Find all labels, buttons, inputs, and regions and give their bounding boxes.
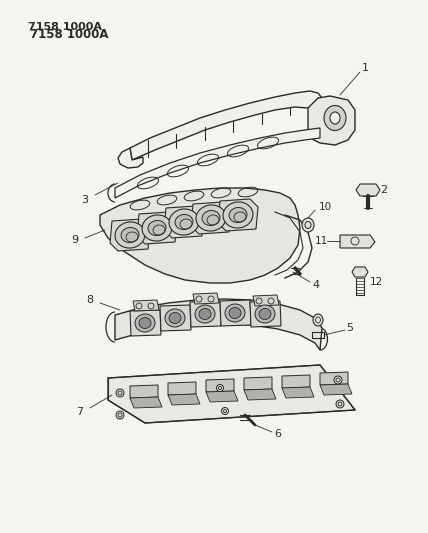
Polygon shape xyxy=(352,267,368,277)
Polygon shape xyxy=(130,385,158,398)
Polygon shape xyxy=(244,377,272,390)
Polygon shape xyxy=(191,202,231,234)
Text: 2: 2 xyxy=(380,185,388,195)
Polygon shape xyxy=(110,219,150,251)
Polygon shape xyxy=(133,300,159,311)
Polygon shape xyxy=(282,387,314,398)
Ellipse shape xyxy=(202,211,220,225)
Polygon shape xyxy=(356,184,380,196)
Polygon shape xyxy=(206,379,234,392)
Polygon shape xyxy=(193,293,219,304)
Text: 1: 1 xyxy=(362,63,369,73)
Ellipse shape xyxy=(334,376,342,384)
Ellipse shape xyxy=(121,228,139,243)
Polygon shape xyxy=(130,310,161,336)
Text: 8: 8 xyxy=(86,295,94,305)
Polygon shape xyxy=(320,384,352,395)
Ellipse shape xyxy=(255,305,275,323)
Text: 11: 11 xyxy=(315,236,327,246)
Polygon shape xyxy=(282,375,310,388)
Ellipse shape xyxy=(225,304,245,322)
Ellipse shape xyxy=(229,207,247,223)
Polygon shape xyxy=(164,206,204,238)
Polygon shape xyxy=(160,305,191,331)
Ellipse shape xyxy=(142,215,172,241)
Text: 7: 7 xyxy=(77,407,83,417)
Text: 3: 3 xyxy=(81,195,89,205)
Text: 7158 1000A: 7158 1000A xyxy=(30,28,109,41)
Text: 9: 9 xyxy=(71,235,79,245)
Polygon shape xyxy=(190,301,221,327)
Text: 12: 12 xyxy=(369,277,383,287)
Ellipse shape xyxy=(135,314,155,332)
Polygon shape xyxy=(168,382,196,395)
Ellipse shape xyxy=(116,411,124,419)
Ellipse shape xyxy=(165,309,185,327)
Polygon shape xyxy=(168,394,200,405)
Polygon shape xyxy=(118,148,143,168)
Ellipse shape xyxy=(196,205,226,231)
Ellipse shape xyxy=(259,309,271,319)
Ellipse shape xyxy=(139,318,151,328)
Ellipse shape xyxy=(115,222,145,248)
Polygon shape xyxy=(137,212,177,244)
Polygon shape xyxy=(244,389,276,400)
Ellipse shape xyxy=(169,209,199,235)
Text: 5: 5 xyxy=(347,323,354,333)
Polygon shape xyxy=(308,96,355,145)
Polygon shape xyxy=(340,235,375,248)
Polygon shape xyxy=(250,301,281,327)
Polygon shape xyxy=(130,397,162,408)
Ellipse shape xyxy=(175,214,193,230)
Polygon shape xyxy=(130,91,322,160)
Text: 10: 10 xyxy=(318,202,332,212)
Ellipse shape xyxy=(330,112,340,124)
Polygon shape xyxy=(108,365,355,423)
Polygon shape xyxy=(320,372,348,385)
Ellipse shape xyxy=(116,389,124,397)
Polygon shape xyxy=(115,128,320,198)
Text: 6: 6 xyxy=(274,429,282,439)
Polygon shape xyxy=(115,299,322,350)
Text: 7158 1000A: 7158 1000A xyxy=(28,22,102,32)
Polygon shape xyxy=(220,300,251,326)
Polygon shape xyxy=(100,188,300,283)
Ellipse shape xyxy=(313,314,323,326)
Text: 4: 4 xyxy=(312,280,320,290)
Ellipse shape xyxy=(336,400,344,408)
Polygon shape xyxy=(253,295,279,306)
Ellipse shape xyxy=(302,218,314,232)
Polygon shape xyxy=(218,199,258,231)
Ellipse shape xyxy=(199,309,211,319)
Ellipse shape xyxy=(195,305,215,323)
Ellipse shape xyxy=(229,308,241,319)
Ellipse shape xyxy=(324,106,346,131)
Ellipse shape xyxy=(222,408,229,415)
Ellipse shape xyxy=(169,312,181,324)
Ellipse shape xyxy=(148,221,166,236)
Ellipse shape xyxy=(217,384,223,392)
Ellipse shape xyxy=(223,202,253,228)
Polygon shape xyxy=(206,391,238,402)
